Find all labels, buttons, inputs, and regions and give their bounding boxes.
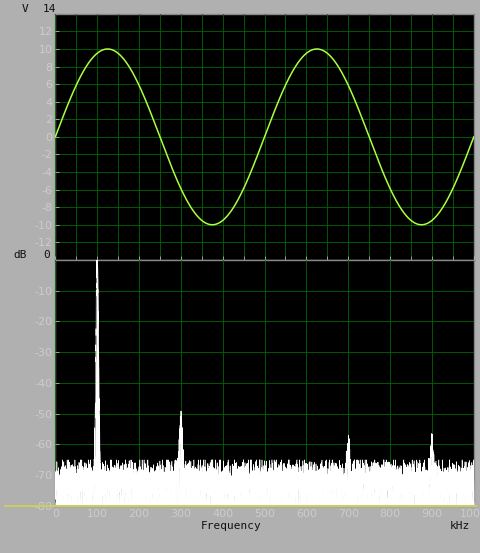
Text: Frequency: Frequency (200, 521, 261, 531)
Text: 0: 0 (43, 250, 49, 260)
Text: 14: 14 (43, 4, 56, 14)
Text: dB: dB (13, 250, 27, 260)
Text: kHz: kHz (448, 521, 468, 531)
Text: Time: Time (217, 267, 244, 277)
Text: us: us (455, 267, 468, 277)
Text: V: V (22, 4, 28, 14)
